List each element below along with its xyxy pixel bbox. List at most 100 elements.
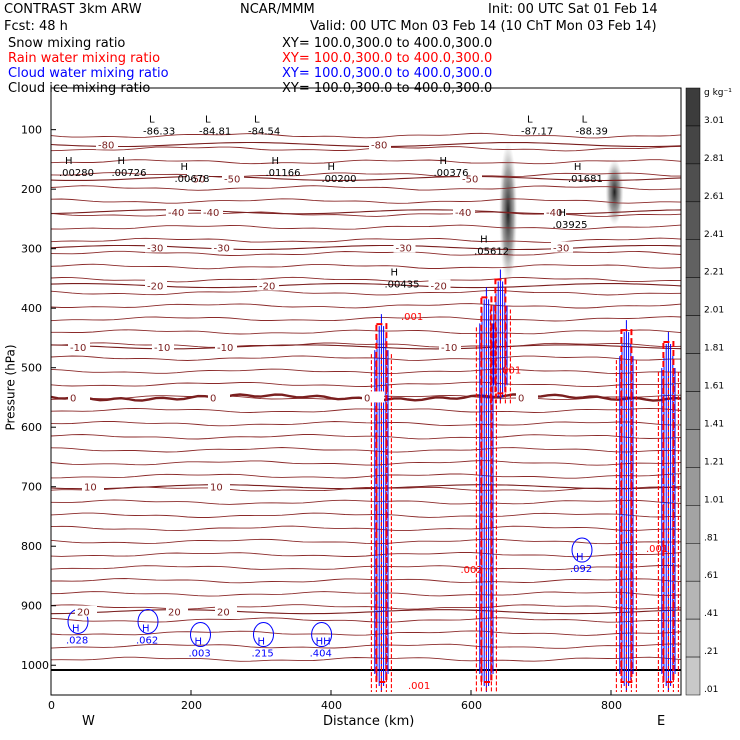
y-tick-label: 100 bbox=[21, 124, 42, 137]
extremum-value: .00435 bbox=[385, 279, 420, 290]
plot-frame bbox=[50, 87, 682, 696]
contour-label-bg bbox=[208, 391, 230, 403]
contour-label-bg bbox=[215, 340, 237, 352]
rain-value: .001 bbox=[646, 544, 668, 555]
extremum-value: .05612 bbox=[474, 247, 509, 258]
field-cloudice-xy: XY= 100.0,300.0 to 400.0,300.0 bbox=[282, 81, 493, 96]
colorbar-tick-label: 1.81 bbox=[704, 344, 724, 354]
contour-label-bg bbox=[75, 605, 97, 617]
cloud-water-value: .215 bbox=[252, 649, 274, 660]
field-rain-name: Rain water mixing ratio bbox=[8, 51, 161, 66]
temperature-contour bbox=[51, 565, 681, 571]
field-snow-xy: XY= 100.0,300.0 to 400.0,300.0 bbox=[282, 36, 493, 51]
y-tick-label: 300 bbox=[21, 243, 42, 256]
contour-label-bg bbox=[152, 340, 174, 352]
extremum-marker: L bbox=[582, 114, 588, 125]
temperature-contour bbox=[51, 211, 681, 217]
field-snow-name: Snow mixing ratio bbox=[8, 36, 126, 51]
contour-label-bg bbox=[68, 340, 90, 352]
temperature-contour bbox=[51, 486, 681, 492]
temperature-contour bbox=[51, 604, 681, 610]
y-axis-label: Pressure (hPa) bbox=[3, 344, 18, 431]
y-tick-label: 700 bbox=[21, 481, 42, 494]
contour-label-bg bbox=[516, 391, 538, 403]
colorbar-tick-label: 1.61 bbox=[704, 382, 724, 392]
rain-core-0 bbox=[375, 323, 388, 684]
x-tick-label: 400 bbox=[321, 699, 342, 712]
temperature-contour-0 bbox=[51, 393, 681, 402]
temperature-contour bbox=[51, 368, 681, 375]
temperature-label: -40 bbox=[203, 208, 219, 219]
temperature-label: 20 bbox=[217, 608, 230, 619]
temperature-contour bbox=[51, 551, 681, 558]
temperature-contour bbox=[51, 316, 681, 322]
cloud-water-marker: H bbox=[576, 552, 584, 563]
extremum-value: .01166 bbox=[266, 168, 301, 179]
y-tick-label: 800 bbox=[21, 540, 42, 553]
temperature-contour bbox=[51, 538, 681, 545]
temperature-contour bbox=[51, 342, 681, 348]
rain-value: .001 bbox=[401, 312, 423, 323]
colorbar-swatch bbox=[685, 543, 701, 582]
extremum-marker: H bbox=[574, 162, 582, 173]
cloud-water-blob bbox=[311, 622, 333, 648]
colorbar-tick-label: 2.61 bbox=[704, 192, 724, 202]
rain-value: .001 bbox=[499, 366, 521, 377]
temperature-contour bbox=[51, 460, 681, 466]
extremum-value: .00200 bbox=[322, 174, 357, 185]
rain-value: .001 bbox=[408, 681, 430, 692]
rain-core-4 bbox=[662, 340, 675, 684]
cloud-water-marker: HH bbox=[316, 637, 331, 648]
temperature-label: -30 bbox=[147, 243, 163, 254]
colorbar-unit: g kg⁻¹ bbox=[704, 88, 732, 98]
contour-label-bg bbox=[215, 605, 237, 617]
temperature-label: -50 bbox=[462, 174, 478, 185]
extremum-marker: H bbox=[480, 235, 488, 246]
valid-time: Valid: 00 UTC Mon 03 Feb 14 (10 ChT Mon … bbox=[310, 19, 657, 34]
contour-label-bg bbox=[166, 605, 188, 617]
temperature-contour bbox=[51, 355, 681, 361]
temperature-contour--80 bbox=[51, 141, 681, 148]
temperature-label: 0 bbox=[364, 393, 370, 404]
temperature-contour bbox=[51, 499, 681, 505]
contour-label-bg bbox=[551, 241, 573, 253]
x-tick-label: 800 bbox=[601, 699, 622, 712]
temperature-contour bbox=[51, 420, 681, 427]
temperature-label: -30 bbox=[553, 243, 569, 254]
colorbar-swatch bbox=[685, 125, 701, 165]
colorbar-swatch bbox=[685, 505, 701, 544]
temperature-label: -40 bbox=[168, 208, 184, 219]
contour-label-bg bbox=[166, 205, 188, 217]
temperature-contour bbox=[51, 434, 681, 440]
extremum-value: .00376 bbox=[434, 168, 469, 179]
colorbar-tick-label: 2.41 bbox=[704, 230, 724, 240]
temperature-contour bbox=[51, 578, 681, 584]
temperature-contour-20 bbox=[51, 609, 681, 615]
temperature-label: 20 bbox=[168, 608, 181, 619]
colorbar-tick-label: .81 bbox=[704, 533, 718, 543]
temperature-label: -80 bbox=[371, 141, 387, 152]
colorbar-swatch bbox=[685, 239, 701, 278]
temperature-label: 0 bbox=[210, 393, 216, 404]
contour-label-bg bbox=[439, 340, 461, 352]
extremum-value: -84.54 bbox=[248, 126, 280, 137]
temperature-label: 10 bbox=[84, 483, 97, 494]
extremum-marker: L bbox=[527, 114, 533, 125]
rain-core-3 bbox=[620, 329, 633, 684]
cloud-water-marker: H bbox=[72, 623, 80, 634]
colorbar-swatch bbox=[685, 391, 701, 430]
temperature-label: -10 bbox=[217, 343, 233, 354]
y-tick-label: 600 bbox=[21, 421, 42, 434]
temperature-contour bbox=[51, 132, 681, 139]
cloud-water-value: .092 bbox=[570, 564, 592, 575]
temperature-contour--30 bbox=[51, 244, 681, 251]
colorbar-tick-label: 1.21 bbox=[704, 457, 724, 467]
temperature-contour bbox=[51, 617, 681, 623]
contour-label-bg bbox=[369, 138, 391, 150]
temperature-label: -10 bbox=[70, 343, 86, 354]
temperature-label: 0 bbox=[518, 393, 524, 404]
temperature-contour bbox=[51, 263, 681, 270]
cloud-water-blob bbox=[253, 622, 274, 648]
temperature-contour bbox=[51, 172, 681, 178]
